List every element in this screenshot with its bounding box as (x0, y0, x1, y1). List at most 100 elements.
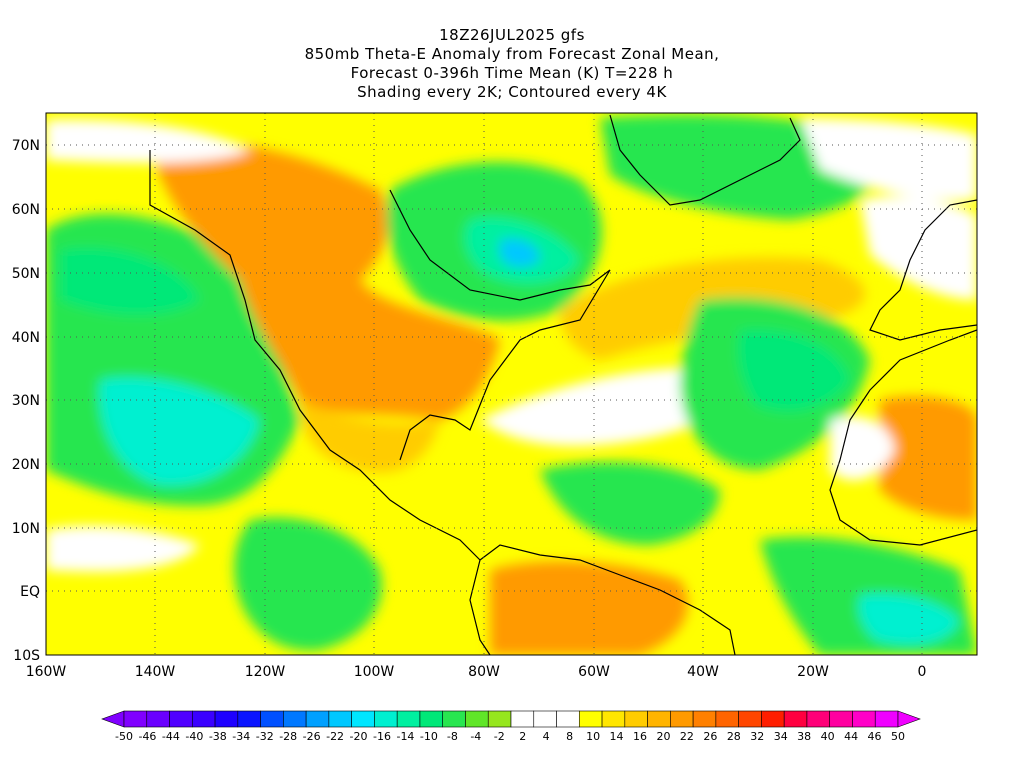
colorbar-swatch (783, 710, 808, 728)
lat-label: 70N (12, 138, 40, 154)
far-north-white-field (46, 119, 250, 163)
lat-label: 30N (12, 393, 40, 409)
colorbar-label: -28 (279, 730, 297, 743)
colorbar-label: -10 (420, 730, 438, 743)
colorbar-label: 40 (821, 730, 835, 743)
colorbar-swatch (146, 710, 170, 728)
coastlines (149, 114, 977, 655)
colorbar-label: -38 (209, 730, 227, 743)
colorbar-swatch (715, 710, 739, 728)
lat-label: 50N (12, 266, 40, 282)
lon-label: 120W (245, 664, 286, 680)
namerica-orange-field (150, 139, 500, 421)
colorbar-swatch (169, 710, 193, 728)
colorbar-label: 4 (543, 730, 550, 743)
tropical-pacific-green (234, 517, 382, 651)
colorbar-label: 32 (750, 730, 764, 743)
lat-label: 10N (12, 521, 40, 537)
coastline-africa (829, 329, 977, 546)
colorbar-label: -16 (373, 730, 391, 743)
colorbar-label: -22 (326, 730, 344, 743)
coastline-greenland (609, 114, 801, 206)
colorbar-label: 26 (703, 730, 717, 743)
colorbar-swatch (442, 710, 466, 728)
colorbar-label: 34 (774, 730, 788, 743)
colorbar-label: 44 (844, 730, 858, 743)
colorbar-swatch (829, 710, 853, 728)
tropical-pacific-white (46, 525, 200, 572)
lon-label: 140W (135, 664, 176, 680)
title-line-1: 18Z26JUL2025 gfs (439, 26, 585, 44)
tropical-atlantic-green (540, 461, 720, 545)
colorbar-label: 10 (586, 730, 600, 743)
colorbar-swatch (670, 710, 694, 728)
colorbar-label: -2 (494, 730, 505, 743)
colorbar-swatch (806, 710, 831, 728)
colorbar-swatch (852, 710, 876, 728)
colorbar-swatch (510, 710, 535, 728)
title-line-2: 850mb Theta-E Anomaly from Forecast Zona… (304, 45, 720, 63)
arctic-east-white-field (800, 118, 977, 201)
colorbar-swatch (214, 710, 239, 728)
coastline-europe (869, 199, 977, 341)
colorbar-label: 22 (680, 730, 694, 743)
colorbar-swatch (283, 710, 307, 728)
colorbar-swatch (738, 710, 762, 728)
colorbar-arrow-left (101, 710, 125, 728)
colorbar-label: -44 (162, 730, 180, 743)
colorbar-swatch (692, 710, 717, 728)
colorbar-label: -34 (232, 730, 250, 743)
colorbar-swatch (237, 710, 261, 728)
colorbar-swatch (647, 710, 671, 728)
colorbar-swatch (556, 710, 580, 728)
colorbar-swatch (624, 710, 648, 728)
canada-blue-spot (500, 238, 540, 268)
title-line-4: Shading every 2K; Contoured every 4K (357, 83, 667, 101)
lat-label: EQ (20, 584, 40, 600)
samerica-orange-field (490, 561, 688, 655)
colorbar-swatch (761, 710, 785, 728)
lat-axis: 70N 60N 50N 40N 30N 20N 10N EQ 10S (12, 138, 40, 664)
colorbar-label: -50 (115, 730, 133, 743)
colorbar-label: -40 (185, 730, 203, 743)
colorbar-swatch (396, 710, 421, 728)
lon-label: 60W (578, 664, 610, 680)
colorbar-swatch (419, 710, 444, 728)
lat-label: 20N (12, 457, 40, 473)
lon-axis: 160W 140W 120W 100W 80W 60W 40W 20W 0 (26, 664, 927, 680)
colorbar-swatch (374, 710, 398, 728)
europe-white-field (860, 195, 977, 300)
east-atlantic-teal-field (738, 329, 850, 412)
colorbar-swatch (351, 710, 375, 728)
pacific-cyan-field (99, 377, 260, 486)
lon-label: 0 (918, 664, 927, 680)
colorbar-swatch (328, 710, 352, 728)
lon-label: 80W (468, 664, 500, 680)
colorbar-swatch (578, 710, 603, 728)
colorbar-swatch (260, 710, 284, 728)
colorbar-label: -32 (256, 730, 274, 743)
africa-white-field (830, 416, 895, 481)
gridlines (46, 113, 977, 655)
colorbar-swatch (874, 710, 899, 728)
colorbar-label: 14 (610, 730, 624, 743)
coastline-south-america (469, 544, 736, 655)
colorbar: -50 -46 -44 -40 -38 -34 -32 -28 -26 -22 -20 -16 -14-… (101, 710, 921, 743)
colorbar-swatch (601, 710, 626, 728)
colorbar-swatch (465, 710, 489, 728)
lon-label: 160W (26, 664, 67, 680)
colorbar-label: 16 (633, 730, 647, 743)
lon-label: 100W (354, 664, 395, 680)
lat-label: 60N (12, 202, 40, 218)
colorbar-label: -4 (470, 730, 481, 743)
colorbar-label: 50 (891, 730, 905, 743)
colorbar-swatch (533, 710, 557, 728)
south-atlantic-cyan (858, 593, 960, 645)
lon-label: 40W (687, 664, 719, 680)
colorbar-swatch (123, 710, 148, 728)
colorbar-label: -8 (447, 730, 458, 743)
colorbar-swatch (191, 710, 216, 728)
coastline-north-america-east (389, 189, 611, 461)
lon-label: 20W (797, 664, 829, 680)
